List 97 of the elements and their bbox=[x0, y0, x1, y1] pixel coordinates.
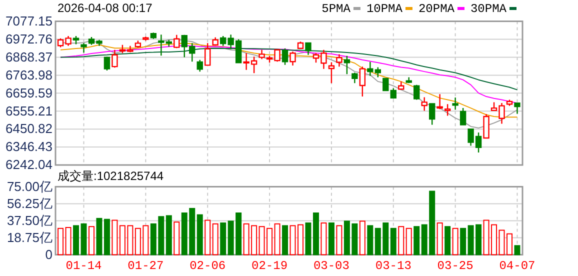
chart-title: 2026-04-08 00:17 bbox=[58, 1, 153, 15]
bar bbox=[398, 226, 404, 256]
candlestick bbox=[104, 56, 110, 72]
candlestick bbox=[204, 42, 211, 66]
candlestick bbox=[344, 55, 350, 75]
bar bbox=[112, 220, 118, 256]
bar bbox=[73, 225, 80, 256]
candlestick bbox=[444, 103, 451, 116]
bar bbox=[220, 222, 226, 256]
bar bbox=[460, 228, 466, 256]
candlestick bbox=[134, 40, 142, 48]
chart-title: 成交量:1021825744 bbox=[58, 169, 164, 183]
bar bbox=[312, 212, 319, 256]
candlestick bbox=[514, 102, 520, 114]
candlestick bbox=[414, 84, 420, 100]
candlestick bbox=[142, 36, 149, 42]
candlestick bbox=[506, 99, 513, 106]
bar bbox=[328, 222, 334, 256]
candlestick bbox=[436, 94, 443, 110]
candlestick bbox=[328, 62, 335, 84]
legend-label: 5PMA bbox=[322, 2, 352, 16]
bar bbox=[305, 222, 312, 256]
candlestick bbox=[460, 107, 466, 126]
candlestick bbox=[452, 96, 458, 110]
candlestick bbox=[428, 103, 436, 126]
bar bbox=[367, 225, 374, 256]
legend-label: 20PMA bbox=[418, 2, 456, 16]
bar bbox=[204, 220, 211, 256]
y-tick-label: 7077.15 bbox=[6, 13, 52, 28]
y-tick-label: 6242.04 bbox=[6, 157, 52, 172]
y-tick-label: 6763.98 bbox=[6, 67, 52, 82]
y-tick-label: 6972.76 bbox=[6, 31, 52, 46]
y-tick-label: 75.00亿 bbox=[6, 178, 52, 194]
bar bbox=[196, 214, 203, 256]
bar bbox=[166, 215, 172, 256]
bar bbox=[452, 228, 458, 256]
bar bbox=[96, 218, 102, 256]
bar bbox=[320, 222, 327, 256]
bar bbox=[444, 226, 451, 256]
candlestick bbox=[150, 32, 157, 40]
candlestick bbox=[196, 59, 203, 72]
bar bbox=[104, 218, 110, 256]
candlestick bbox=[72, 35, 80, 45]
candlestick bbox=[390, 88, 396, 100]
y-tick-label: 18.75亿 bbox=[6, 230, 52, 245]
line-series bbox=[60, 42, 518, 118]
bar bbox=[514, 245, 520, 256]
candlestick bbox=[112, 49, 118, 68]
x-tick-label: 04-07 bbox=[499, 259, 536, 274]
x-tick-label: 03-03 bbox=[313, 259, 350, 274]
line-series bbox=[60, 48, 518, 90]
bar bbox=[359, 220, 366, 256]
legend-label: 30PMA bbox=[470, 2, 508, 16]
x-tick-label: 02-06 bbox=[190, 259, 226, 274]
bar bbox=[436, 222, 443, 256]
y-tick-label: 6450.82 bbox=[6, 121, 52, 136]
candlestick bbox=[290, 51, 296, 66]
x-tick-label: 03-13 bbox=[375, 259, 412, 274]
candlestick bbox=[406, 76, 412, 84]
bar bbox=[58, 228, 64, 256]
y-tick-label: 37.50亿 bbox=[6, 212, 52, 228]
y-tick-label: 56.25亿 bbox=[6, 196, 52, 211]
line-series bbox=[60, 45, 518, 104]
candlestick bbox=[359, 66, 366, 98]
bar bbox=[336, 225, 342, 256]
x-tick-label: 01-27 bbox=[128, 259, 164, 274]
candlestick bbox=[483, 113, 490, 139]
bar bbox=[80, 223, 87, 256]
candlestick bbox=[352, 72, 358, 84]
bar bbox=[414, 226, 420, 256]
x-tick-label: 03-25 bbox=[437, 259, 474, 274]
candlestick bbox=[336, 54, 342, 68]
bar bbox=[174, 222, 180, 256]
candlestick bbox=[174, 34, 180, 49]
candlestick bbox=[421, 96, 428, 112]
legend-label: 10PMA bbox=[366, 2, 404, 16]
bar bbox=[65, 227, 72, 256]
candlestick bbox=[382, 78, 389, 92]
candlestick bbox=[305, 42, 312, 56]
bar bbox=[274, 223, 280, 256]
bar bbox=[390, 228, 396, 256]
y-tick-label: 6346.43 bbox=[6, 139, 52, 154]
y-tick-label: 6868.37 bbox=[6, 49, 52, 64]
y-tick-label: 6659.59 bbox=[6, 85, 52, 100]
x-tick-label: 02-19 bbox=[252, 259, 288, 274]
bar bbox=[282, 225, 288, 256]
y-tick-label: 6555.21 bbox=[6, 103, 52, 118]
candlestick bbox=[282, 48, 288, 66]
bar bbox=[88, 226, 94, 256]
candlestick bbox=[398, 80, 404, 90]
y-tick-label: 0 bbox=[45, 246, 52, 262]
bar bbox=[406, 228, 412, 256]
bar bbox=[212, 223, 218, 256]
candlestick bbox=[80, 42, 87, 54]
candlestick bbox=[212, 36, 218, 46]
x-tick-label: 01-14 bbox=[66, 259, 102, 274]
candlestick bbox=[297, 41, 304, 49]
